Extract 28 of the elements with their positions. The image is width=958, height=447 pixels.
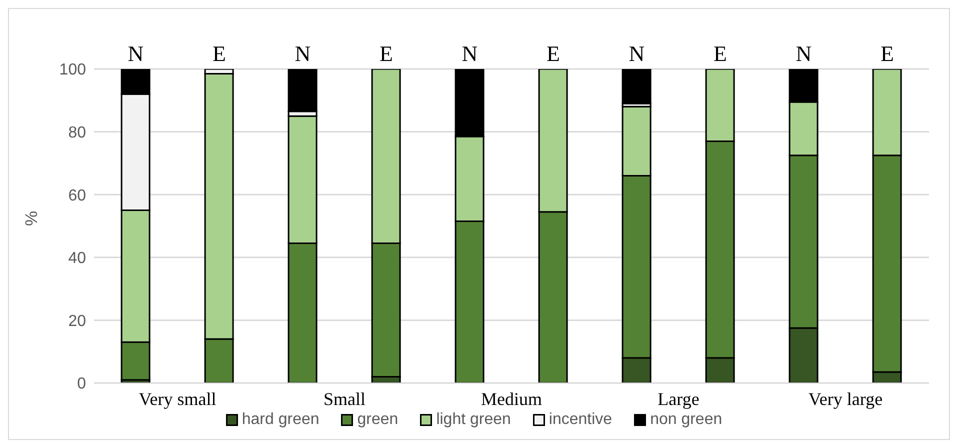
x-tick-label: E [880, 41, 894, 66]
x-tick-label: E [212, 41, 226, 66]
x-tick-label: N [128, 41, 144, 66]
text: Large [658, 389, 700, 409]
x-tick-label: N [796, 41, 812, 66]
y-tick-label: 40 [68, 250, 86, 268]
legend-label: incentive [548, 411, 612, 429]
x-tick-label: N [628, 41, 645, 66]
y-tick-label: 20 [68, 312, 86, 330]
y-axis-title: % [22, 210, 42, 226]
x-tick-label: E [380, 41, 393, 66]
text: Medium [481, 389, 542, 409]
x-tick-label: E [546, 41, 560, 66]
legend-label: hard green [242, 411, 320, 429]
y-tick-label: 0 [77, 376, 86, 393]
y-tick-label: 60 [68, 187, 86, 204]
y-tick-label: 100 [59, 62, 86, 79]
text: Small [323, 389, 366, 409]
text: Very small [138, 389, 216, 409]
bar [622, 69, 652, 104]
x-tick-label: N [294, 41, 311, 66]
x-tick-label: N [462, 41, 478, 66]
y-tick-label: 80 [68, 124, 86, 142]
legend-label: non green [650, 411, 722, 429]
legend-label: light green [436, 411, 511, 429]
x-tick-label: E [714, 41, 727, 66]
legend-label: green [357, 411, 398, 429]
text: Very large [808, 389, 883, 409]
